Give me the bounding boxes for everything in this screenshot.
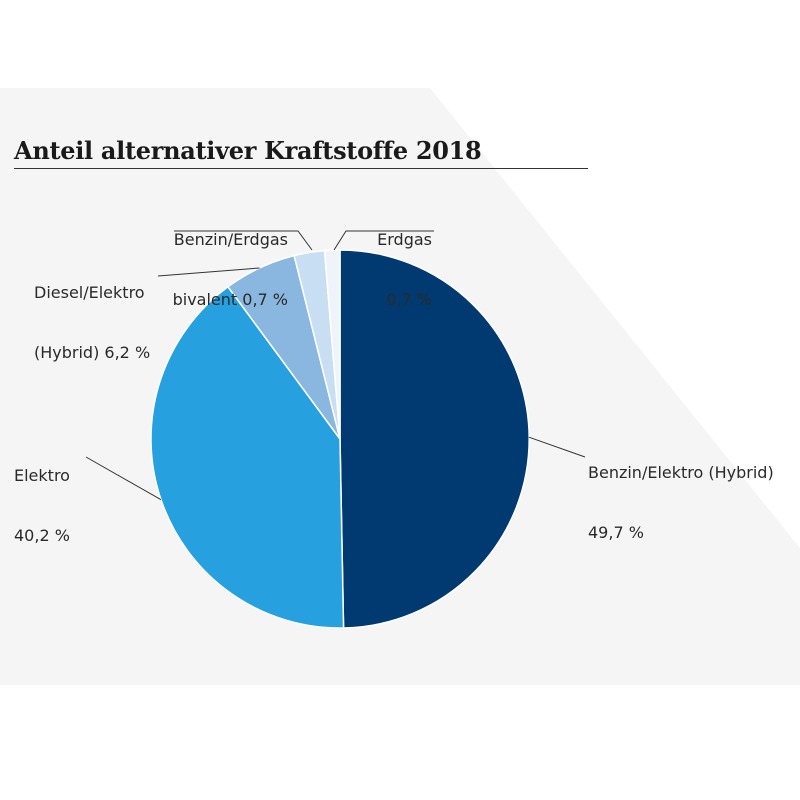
leader-line-diesel-elektro-hybrid: [157, 267, 260, 277]
leader-line-erdgas: [333, 230, 434, 251]
leader-line-benzin-elektro-hybrid: [528, 436, 586, 458]
title-underline: [14, 168, 588, 169]
pie-slice-0: [339, 249, 530, 629]
pie-slice-4: [323, 249, 341, 440]
slice-label-erdgas: Erdgas 0,7 %: [377, 230, 432, 309]
slice-label-benzin-erdgas-bivalent: Benzin/Erdgas bivalent 0,7 %: [172, 230, 288, 309]
leader-line-benzin-erdgas-bivalent: [174, 230, 313, 251]
slice-label-diesel-elektro-hybrid: Diesel/Elektro (Hybrid) 6,2 %: [34, 283, 151, 362]
slice-label-benzin-elektro-hybrid: Benzin/Elektro (Hybrid) 49,7 %: [588, 463, 774, 542]
chart-title: Anteil alternativer Kraftstoffe 2018: [14, 136, 482, 165]
slice-label-elektro: Elektro 40,2 %: [14, 466, 70, 545]
leader-line-elektro: [85, 456, 162, 501]
